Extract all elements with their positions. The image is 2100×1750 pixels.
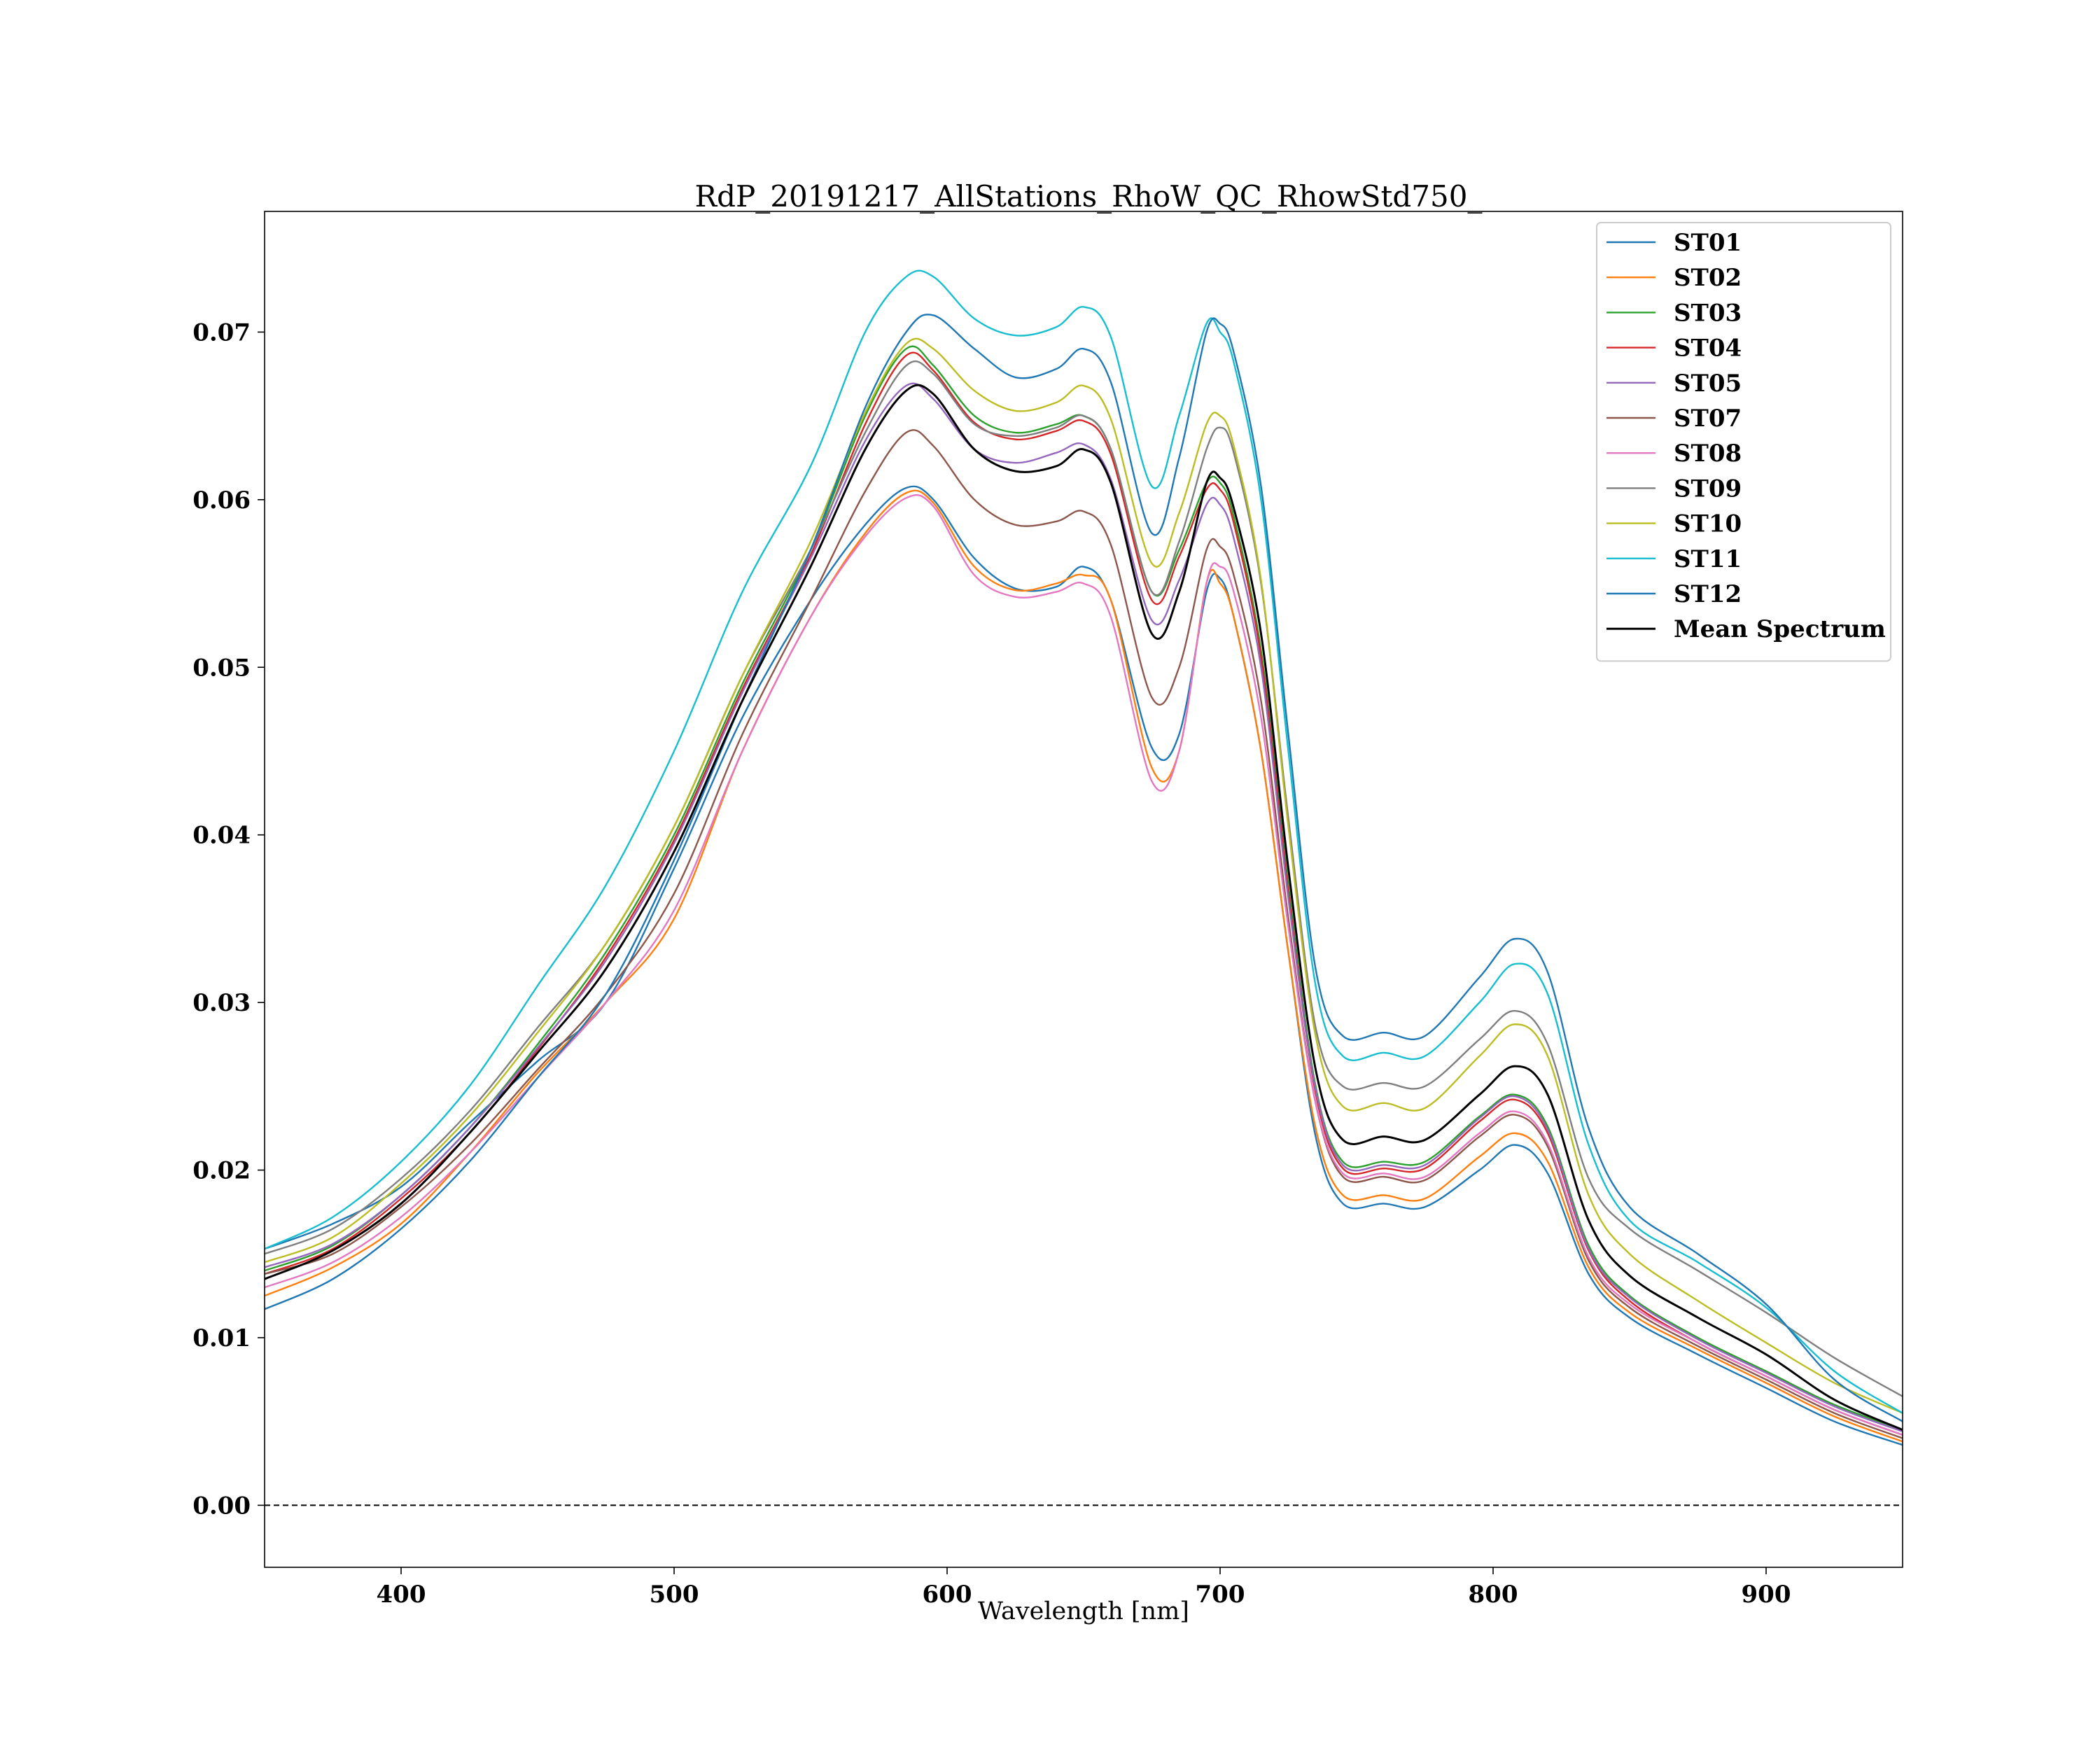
y-tick-label: 0.07 [192, 318, 251, 346]
legend-label-st04: ST04 [1674, 335, 1742, 363]
x-tick-label: 500 [650, 1581, 699, 1609]
series-line-st05 [264, 382, 1903, 1433]
series-line-st04 [264, 351, 1903, 1436]
legend-label-st09: ST09 [1674, 475, 1742, 503]
x-axis-label: Wavelength [nm] [978, 1597, 1189, 1625]
legend-label-st11: ST11 [1674, 545, 1742, 573]
series-line-st10 [264, 337, 1903, 1414]
series-line-st07 [264, 429, 1903, 1439]
legend-label-mean-spectrum: Mean Spectrum [1674, 615, 1886, 643]
legend-label-st05: ST05 [1674, 370, 1742, 398]
y-tick-label: 0.00 [192, 1492, 251, 1520]
x-tick-label: 400 [377, 1581, 426, 1609]
series-line-st03 [264, 345, 1903, 1431]
series-line-st08 [264, 494, 1903, 1436]
y-tick-label: 0.04 [192, 822, 251, 850]
legend-box [1596, 222, 1891, 662]
legend-label-st02: ST02 [1674, 264, 1742, 292]
series-line-st01 [264, 485, 1903, 1446]
x-axis: 400 500 600 700 800 900 [377, 1567, 1791, 1609]
x-tick-label: 700 [1196, 1581, 1245, 1609]
y-tick-label: 0.02 [192, 1157, 251, 1185]
legend-label-st10: ST10 [1674, 510, 1742, 538]
series-line-mean-spectrum [264, 384, 1903, 1432]
series-line-st12 [264, 314, 1903, 1422]
legend: ST01 ST02 ST03 ST04 ST05 ST07 ST08 ST09 ST10 ST11… [1596, 222, 1891, 662]
legend-label-st08: ST08 [1674, 440, 1742, 468]
y-tick-label: 0.06 [192, 486, 251, 514]
x-tick-label: 900 [1742, 1581, 1791, 1609]
y-tick-label: 0.03 [192, 989, 251, 1017]
x-tick-label: 800 [1469, 1581, 1518, 1609]
series-line-st11 [264, 270, 1903, 1414]
legend-label-st01: ST01 [1674, 229, 1742, 257]
y-tick-label: 0.05 [192, 654, 251, 682]
plot-frame [264, 211, 1903, 1568]
x-tick-label: 600 [923, 1581, 972, 1609]
y-axis: 0.00 0.01 0.02 0.03 0.04 0.05 0.06 0.07 [192, 318, 265, 1520]
legend-label-st03: ST03 [1674, 299, 1742, 327]
plot-area [264, 270, 1903, 1506]
y-tick-label: 0.01 [192, 1324, 251, 1352]
legend-label-st07: ST07 [1674, 405, 1742, 433]
legend-label-st12: ST12 [1674, 580, 1742, 608]
chart-title: RdP_20191217_AllStations_RhoW_QC_RhowStd… [695, 179, 1483, 214]
